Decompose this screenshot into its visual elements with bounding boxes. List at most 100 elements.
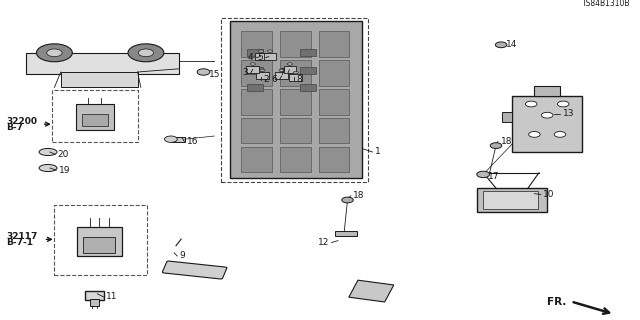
Text: 18: 18 [500, 137, 512, 146]
Text: 32200: 32200 [6, 117, 37, 126]
Bar [221, 18, 368, 182]
Circle shape [259, 50, 264, 52]
Circle shape [268, 50, 273, 52]
Text: 10: 10 [543, 190, 555, 199]
Bar [289, 74, 302, 81]
Circle shape [138, 49, 154, 57]
Ellipse shape [39, 148, 57, 156]
Bar [300, 67, 316, 74]
Text: 32117: 32117 [6, 232, 38, 241]
Circle shape [287, 63, 292, 65]
Circle shape [279, 69, 284, 72]
Bar [284, 66, 296, 73]
Bar [319, 31, 349, 57]
Circle shape [128, 44, 164, 62]
Circle shape [541, 112, 553, 118]
Bar [77, 227, 122, 256]
Text: 5: 5 [257, 53, 263, 62]
Bar [275, 72, 288, 79]
Text: FR.: FR. [547, 297, 566, 308]
Circle shape [495, 42, 507, 48]
Bar [241, 89, 272, 115]
Bar [230, 21, 362, 178]
Bar [280, 89, 311, 115]
Bar [335, 231, 357, 236]
Text: 9: 9 [180, 252, 186, 260]
Bar [26, 53, 179, 74]
Ellipse shape [39, 164, 57, 172]
Circle shape [490, 143, 502, 148]
Bar [83, 237, 115, 253]
Bar [52, 90, 138, 142]
Bar [349, 280, 394, 302]
Bar [319, 89, 349, 115]
Bar [247, 49, 263, 56]
Text: 15: 15 [209, 70, 220, 79]
Bar [319, 118, 349, 143]
Text: B-7: B-7 [6, 123, 24, 132]
Circle shape [260, 69, 265, 72]
Text: 4: 4 [248, 53, 253, 62]
Bar [171, 137, 185, 142]
Circle shape [197, 69, 210, 75]
Circle shape [47, 49, 62, 57]
Text: 20: 20 [58, 150, 69, 159]
Bar [61, 72, 138, 87]
Circle shape [250, 63, 255, 65]
Bar [280, 60, 311, 86]
Bar [300, 49, 316, 56]
Text: 7: 7 [280, 68, 285, 77]
Bar [247, 67, 263, 74]
Bar [54, 205, 147, 275]
Circle shape [554, 132, 566, 137]
Bar [76, 104, 114, 130]
Bar [280, 31, 311, 57]
Bar [264, 53, 276, 60]
Text: TS84B1310B: TS84B1310B [582, 0, 630, 8]
Bar [280, 147, 311, 172]
Text: 16: 16 [187, 137, 198, 146]
Circle shape [293, 71, 298, 74]
Bar [90, 299, 99, 306]
Text: 19: 19 [59, 166, 70, 175]
Bar [241, 31, 272, 57]
Text: 12: 12 [317, 238, 329, 247]
Bar [241, 118, 272, 143]
Bar [502, 112, 512, 122]
Text: 14: 14 [506, 40, 518, 49]
Bar [280, 118, 311, 143]
Circle shape [342, 197, 353, 203]
Circle shape [477, 171, 490, 178]
Bar [534, 86, 560, 96]
Text: 17: 17 [488, 172, 499, 181]
Text: 3: 3 [243, 68, 248, 77]
Text: 1: 1 [375, 148, 381, 156]
Circle shape [36, 44, 72, 62]
Text: 6: 6 [271, 75, 277, 84]
Circle shape [164, 136, 177, 142]
Circle shape [525, 101, 537, 107]
Text: B-7-1: B-7-1 [6, 238, 33, 247]
Bar [82, 114, 108, 126]
Bar [241, 60, 272, 86]
Text: 13: 13 [563, 109, 574, 118]
Bar [483, 191, 538, 209]
Text: 11: 11 [106, 292, 118, 301]
Text: 2: 2 [264, 76, 269, 84]
Bar [512, 96, 582, 152]
Text: 8: 8 [296, 76, 302, 84]
Bar [247, 84, 263, 91]
Bar [85, 291, 104, 300]
Bar [256, 72, 269, 79]
Bar [300, 84, 316, 91]
Bar [319, 60, 349, 86]
Text: 18: 18 [353, 191, 365, 200]
Circle shape [557, 101, 569, 107]
FancyBboxPatch shape [163, 261, 227, 279]
Bar [319, 147, 349, 172]
Bar [246, 66, 259, 73]
Bar [477, 188, 547, 212]
Bar [241, 147, 272, 172]
Circle shape [529, 132, 540, 137]
Bar [255, 53, 268, 60]
